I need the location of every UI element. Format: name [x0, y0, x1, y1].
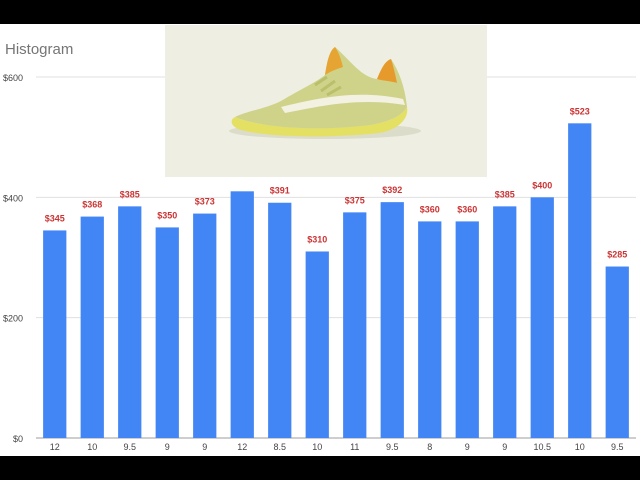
bar: [268, 202, 292, 438]
data-label: $373: [195, 197, 215, 207]
data-label: $285: [607, 250, 627, 260]
x-tick-label: 10.5: [533, 442, 551, 452]
chart-title: Histogram: [5, 41, 74, 58]
bar: [305, 251, 329, 438]
x-tick-label: 9.5: [611, 442, 624, 452]
bar: [80, 216, 104, 438]
data-label: $360: [420, 204, 440, 214]
data-label: $368: [82, 200, 102, 210]
x-tick-label: 11: [350, 442, 359, 452]
x-tick-label: 9: [465, 442, 470, 452]
y-tick-label: $0: [13, 434, 23, 444]
bar: [230, 191, 254, 438]
x-tick-label: 9: [502, 442, 507, 452]
data-label: $350: [157, 210, 177, 220]
bars: [43, 123, 629, 438]
y-axis-ticks: $0 $200 $400 $600: [3, 73, 23, 444]
x-tick-label: 8: [427, 442, 432, 452]
yellow-sneaker-product-photo-icon: [165, 25, 487, 177]
x-tick-label: 10: [312, 442, 322, 452]
x-tick-label: 9.5: [123, 442, 136, 452]
data-labels: $345 $368 $385 $350 $373 $391 $310 $375 $392 $360…: [45, 106, 628, 259]
y-tick-label: $200: [3, 314, 23, 324]
bar: [493, 206, 517, 438]
bar: [530, 197, 554, 438]
x-tick-label: 10: [575, 442, 585, 452]
data-label: $345: [45, 213, 65, 223]
bar: [380, 202, 404, 438]
data-label: $523: [570, 106, 590, 116]
x-tick-label: 9.5: [386, 442, 399, 452]
data-label: $385: [120, 189, 140, 199]
x-tick-label: 10: [87, 442, 97, 452]
y-tick-label: $400: [3, 193, 23, 203]
x-axis-ticks: 12 10 9.5 9 9 12 8.5 10 11 9.5 8 9 9 10.5 10 9.5: [50, 442, 624, 452]
bar: [455, 221, 479, 438]
data-label: $400: [532, 180, 552, 190]
bar: [118, 206, 142, 438]
bar: [43, 230, 67, 438]
x-tick-label: 9: [202, 442, 207, 452]
bar: [193, 213, 217, 438]
bar: [155, 227, 179, 438]
x-tick-label: 8.5: [273, 442, 286, 452]
data-label: $310: [307, 234, 327, 244]
chart-frame: $0 $200 $400 $600 $345 $368 $385 $350 $373 $391 $…: [0, 24, 640, 456]
bar: [568, 123, 592, 438]
y-tick-label: $600: [3, 73, 23, 83]
data-label: $391: [270, 186, 290, 196]
bar: [418, 221, 442, 438]
x-tick-label: 12: [50, 442, 60, 452]
data-label: $385: [495, 189, 515, 199]
bar: [343, 212, 367, 438]
x-tick-label: 9: [165, 442, 170, 452]
bar: [605, 266, 629, 438]
data-label: $375: [345, 195, 365, 205]
data-label: $392: [382, 185, 402, 195]
data-label: $360: [457, 204, 477, 214]
x-tick-label: 12: [237, 442, 247, 452]
bar-chart: $0$200$400$600 $345$368$385$350$373$391$…: [3, 73, 636, 452]
